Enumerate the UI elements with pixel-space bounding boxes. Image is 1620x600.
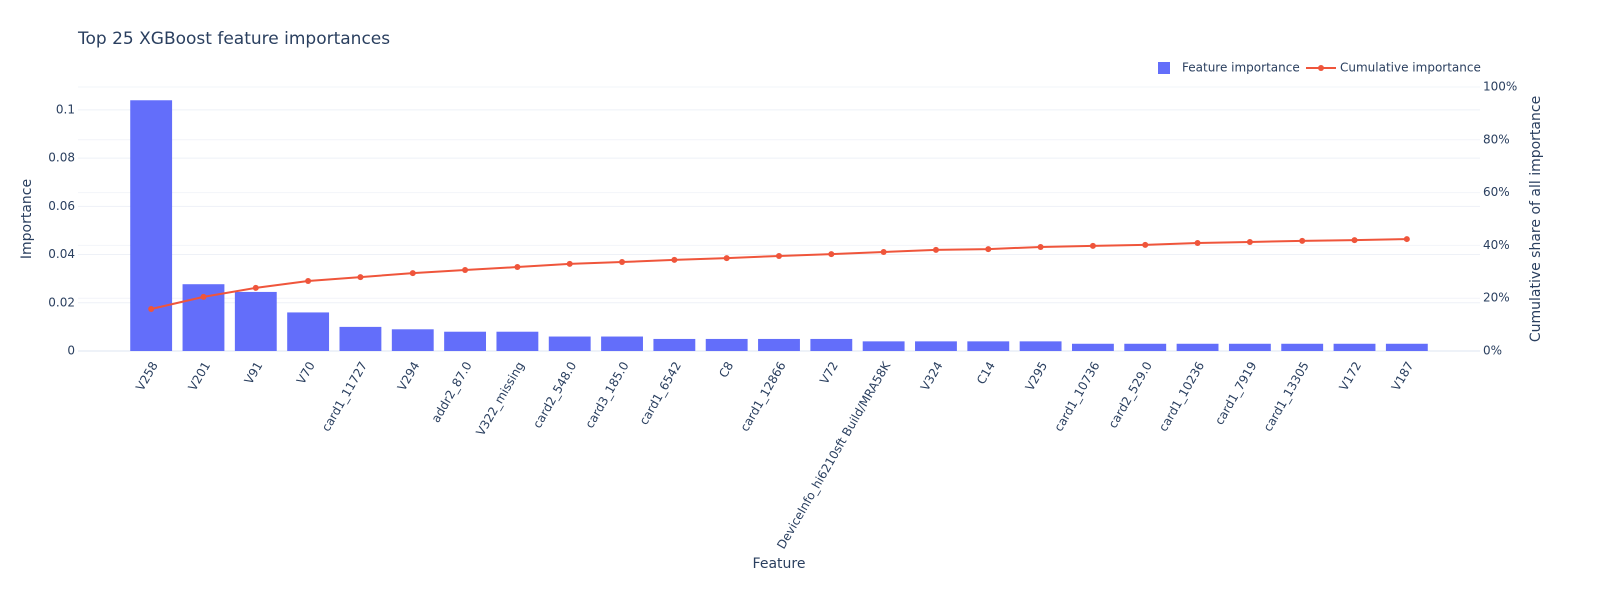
x-tick-label: V324 — [918, 359, 946, 393]
y-tick-label: 0.06 — [48, 199, 75, 213]
line-marker — [462, 266, 469, 273]
line-marker — [1246, 238, 1253, 245]
bar — [287, 312, 330, 351]
line-marker — [1299, 237, 1306, 244]
x-tick-label: V172 — [1336, 359, 1364, 393]
line-marker — [148, 306, 155, 313]
y2-tick-label: 80% — [1483, 132, 1510, 146]
bar — [967, 341, 1010, 351]
x-tick-label: V322_missing — [473, 359, 527, 438]
y2-tick-label: 60% — [1483, 185, 1510, 199]
bar — [758, 338, 800, 351]
y-axis-title: Importance — [19, 179, 35, 259]
x-tick-label: V201 — [185, 359, 213, 393]
line-marker — [723, 255, 730, 262]
x-tick-label: V91 — [242, 359, 266, 386]
x-tick-label: card1_13305 — [1261, 359, 1312, 434]
bar — [339, 326, 382, 351]
x-tick-label: card1_10236 — [1156, 359, 1207, 434]
bar — [548, 336, 591, 351]
line-marker — [1142, 241, 1149, 248]
bar — [1228, 343, 1271, 351]
line-marker — [566, 260, 573, 267]
line-marker — [932, 246, 939, 253]
line-marker — [619, 259, 626, 266]
bar — [915, 341, 957, 351]
y2-tick-label: 20% — [1483, 291, 1510, 305]
line-marker — [305, 278, 312, 285]
x-tick-label: V294 — [395, 359, 423, 393]
x-tick-label: card1_11727 — [319, 359, 370, 434]
bar — [130, 100, 173, 351]
x-tick-label: V187 — [1389, 359, 1417, 393]
y2-axis-title: Cumulative share of all importance — [1528, 96, 1544, 342]
x-tick-label: DeviceInfo_hi6210sft Build/MRA58K — [774, 358, 894, 551]
x-axis-title: Feature — [753, 556, 806, 572]
bar — [496, 331, 539, 351]
bar — [601, 336, 643, 351]
legend-label: Feature importance — [1182, 61, 1300, 75]
line-marker — [671, 256, 678, 263]
x-tick-label: addr2_87.0 — [429, 359, 475, 425]
x-tick-label: C14 — [974, 359, 998, 386]
x-tick-label: V295 — [1023, 359, 1051, 393]
x-tick-label: card2_548.0 — [530, 359, 579, 430]
bar — [705, 338, 748, 351]
x-tick-label: card1_12866 — [737, 359, 788, 434]
chart-title: Top 25 XGBoost feature importances — [77, 29, 390, 49]
bar — [1176, 343, 1219, 351]
line-marker — [1403, 236, 1410, 243]
line-marker — [985, 246, 992, 253]
line-marker — [514, 264, 521, 271]
legend-swatch-marker — [1318, 65, 1324, 71]
bar — [1124, 343, 1167, 351]
line-marker — [357, 274, 364, 281]
x-tick-label: card3_185.0 — [582, 359, 631, 430]
x-tick-label: V70 — [294, 359, 318, 386]
x-tick-label: card2_529.0 — [1106, 359, 1155, 430]
y2-tick-label: 40% — [1483, 238, 1510, 252]
bar — [1385, 343, 1428, 351]
line-marker — [1037, 243, 1044, 250]
line-marker — [828, 251, 835, 258]
bar — [1019, 341, 1062, 351]
bar — [234, 291, 277, 351]
x-tick-label: card1_7919 — [1212, 359, 1259, 427]
legend-swatch — [1158, 62, 1170, 74]
bar — [1071, 343, 1114, 351]
legend-label: Cumulative importance — [1340, 61, 1481, 75]
y2-tick-label: 100% — [1483, 80, 1517, 94]
line-marker — [252, 284, 259, 291]
x-tick-label: C8 — [716, 359, 736, 380]
y-tick-label: 0.08 — [48, 151, 75, 165]
line-marker — [200, 293, 207, 300]
y2-tick-label: 0% — [1483, 344, 1502, 358]
bar — [444, 331, 487, 351]
bar — [391, 329, 434, 351]
bar — [653, 338, 696, 351]
line-marker — [409, 270, 416, 277]
y-tick-label: 0.02 — [48, 295, 75, 309]
line-marker — [776, 252, 782, 259]
bar — [862, 341, 905, 351]
line-marker — [880, 249, 887, 255]
bar — [1281, 343, 1324, 351]
y-tick-label: 0.04 — [48, 247, 75, 261]
line-marker — [1089, 242, 1096, 249]
x-tick-label: card1_6542 — [637, 359, 684, 427]
y-tick-label: 0 — [67, 344, 75, 358]
x-tick-label: V258 — [133, 359, 161, 393]
y-tick-label: 0.1 — [56, 102, 75, 116]
x-tick-label: card1_10736 — [1051, 359, 1102, 434]
line-marker — [1351, 237, 1358, 244]
bar — [1333, 343, 1376, 351]
bar — [810, 338, 853, 351]
line-marker — [1194, 240, 1201, 247]
x-tick-label: V72 — [817, 359, 841, 386]
